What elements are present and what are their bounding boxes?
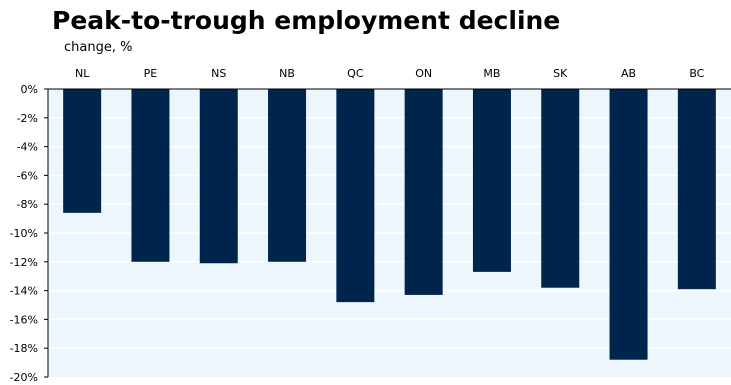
y-tick-label: -16% [10,313,38,326]
bar-ns [199,89,238,264]
category-label: NB [279,67,295,80]
bar-on [404,89,443,295]
bar-ab [609,89,648,360]
category-label: PE [144,67,158,80]
category-label: NL [75,67,90,80]
category-label: QC [347,67,364,80]
category-label: NS [211,67,226,80]
bar-pe [131,89,170,262]
bar-nl [63,89,102,213]
y-tick-label: -10% [10,227,38,240]
y-tick-label: -6% [17,169,38,182]
bar-mb [472,89,511,272]
y-tick-label: -18% [10,342,38,355]
category-label: MB [483,67,500,80]
category-label: ON [415,67,432,80]
bar-bc [677,89,716,290]
bar-nb [268,89,307,262]
chart-title: Peak-to-trough employment decline [52,6,561,35]
y-tick-label: -14% [10,285,38,298]
chart-subtitle: change, % [64,40,133,55]
bar-sk [541,89,580,288]
y-tick-label: -2% [17,112,38,125]
category-label: BC [689,67,704,80]
category-label: AB [621,67,636,80]
y-tick-label: -12% [10,256,38,269]
y-tick-label: -8% [17,198,38,211]
y-tick-label: -20% [10,371,38,384]
category-label: SK [553,67,568,80]
y-tick-label: 0% [21,83,38,96]
y-tick-label: -4% [17,141,38,154]
bar-qc [336,89,375,303]
